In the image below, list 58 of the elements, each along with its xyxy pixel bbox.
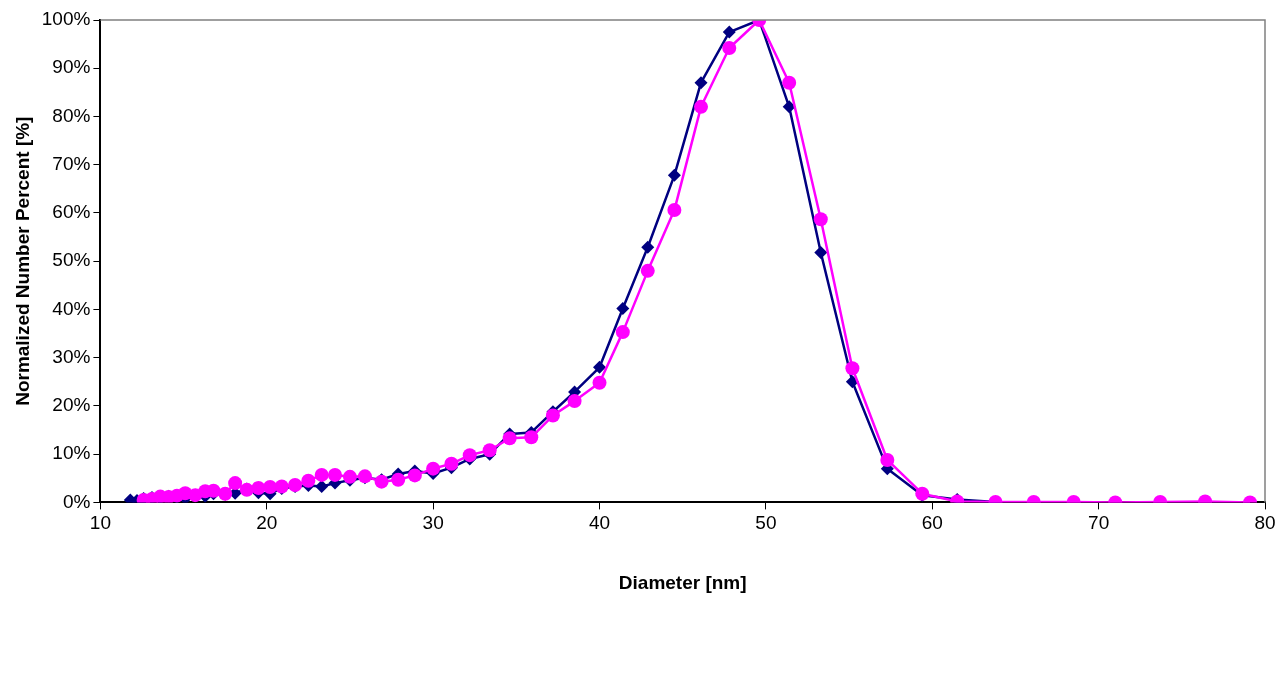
point: [641, 240, 655, 254]
point: [694, 76, 708, 90]
point: [314, 467, 329, 482]
point: [327, 467, 342, 482]
point: [391, 472, 406, 487]
y-tick-label: 50%: [52, 249, 91, 271]
point: [722, 40, 737, 55]
point: [444, 456, 459, 471]
point: [206, 483, 221, 498]
y-tick-label: 10%: [52, 442, 91, 464]
point: [482, 443, 497, 458]
point: [640, 263, 655, 278]
point: [615, 325, 630, 340]
y-tick-label: 40%: [52, 297, 91, 319]
point: [845, 361, 860, 376]
point: [667, 203, 682, 218]
point: [228, 476, 243, 491]
point: [880, 452, 895, 467]
point: [315, 479, 329, 493]
x-axis-title: Diameter [nm]: [618, 571, 747, 593]
point: [251, 480, 266, 495]
y-tick-label: 70%: [52, 152, 91, 174]
x-tick-label: 50: [755, 512, 777, 534]
point: [426, 461, 441, 476]
x-tick-label: 70: [1088, 512, 1110, 534]
point: [782, 75, 797, 90]
x-tick-label: 40: [588, 512, 611, 534]
x-tick-label: 30: [422, 512, 444, 534]
point: [301, 473, 316, 488]
point: [782, 100, 796, 114]
y-axis-title: Normalized Number Percent [%]: [11, 116, 33, 406]
y-tick-label: 60%: [52, 201, 91, 223]
point: [342, 469, 357, 484]
y-tick-label: 0%: [62, 490, 91, 512]
point: [524, 430, 539, 445]
point: [813, 212, 828, 227]
point: [545, 408, 560, 423]
point: [567, 394, 582, 409]
point: [694, 99, 708, 114]
x-tick-label: 20: [256, 512, 278, 534]
point: [722, 25, 736, 39]
x-tick-label: 60: [921, 512, 943, 534]
x-tick-label: 10: [89, 512, 111, 534]
point: [502, 431, 517, 446]
y-tick-label: 100%: [41, 8, 91, 30]
y-tick-label: 20%: [52, 394, 91, 416]
point: [593, 360, 607, 374]
point: [407, 468, 422, 483]
y-tick-label: 30%: [52, 345, 91, 367]
y-tick-label: 80%: [52, 104, 91, 126]
point: [592, 375, 607, 390]
point: [263, 479, 278, 494]
y-tick-label: 90%: [52, 56, 91, 78]
x-tick-label: 80: [1254, 512, 1276, 534]
point: [462, 448, 477, 463]
point: [814, 246, 828, 260]
point: [667, 168, 681, 182]
point: [616, 301, 630, 315]
